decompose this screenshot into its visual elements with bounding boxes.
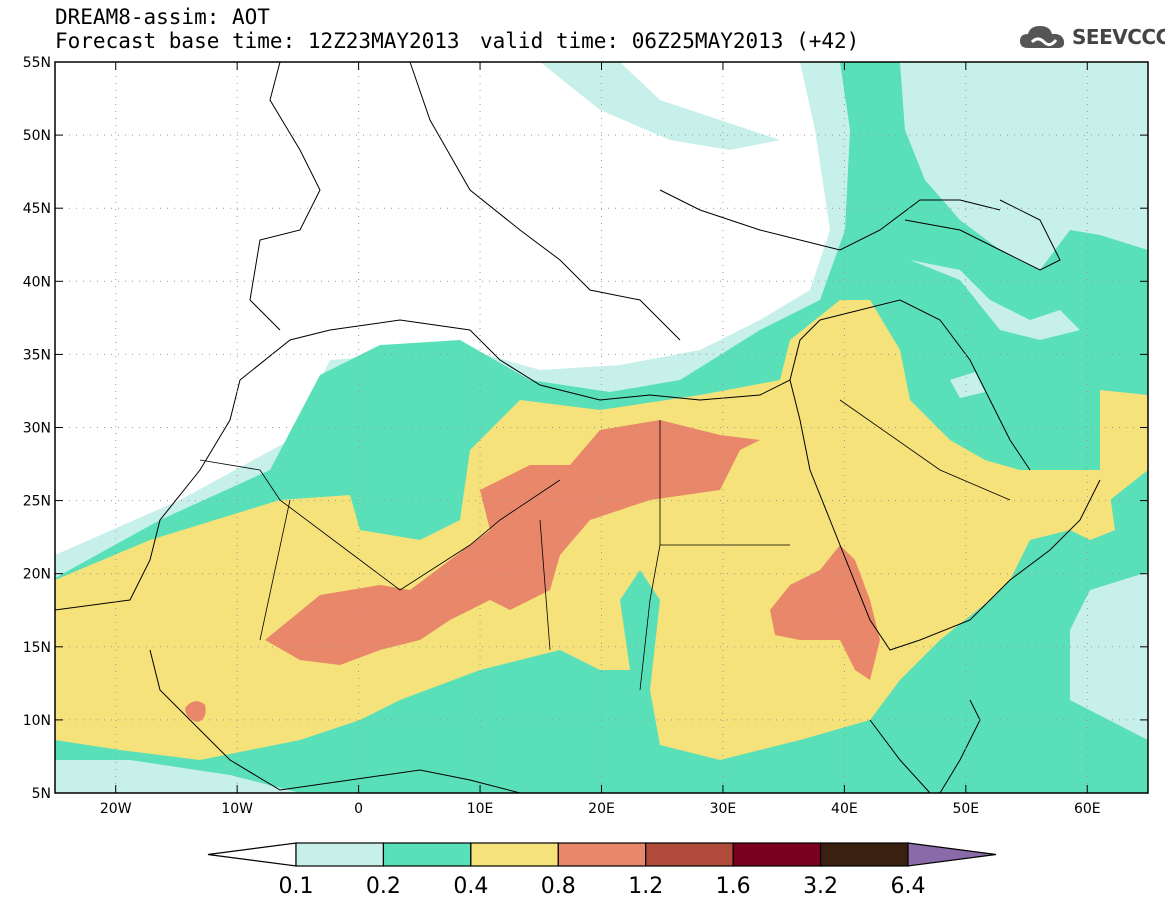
lon-tick-label: 50E bbox=[952, 801, 979, 817]
colorbar-label: 0.1 bbox=[279, 874, 314, 899]
logo-text: SEEVCCC bbox=[1072, 25, 1165, 49]
lat-tick-label: 5N bbox=[32, 786, 51, 802]
lon-tick-label: 20W bbox=[100, 801, 132, 817]
axis-ticks: 55N 50N 45N 40N 35N 30N 25N 20N 15N 10N 5N 20W 10W 0 1… bbox=[23, 55, 1148, 817]
colorbar-label: 6.4 bbox=[891, 874, 926, 899]
colorbar-upper-arrow bbox=[907, 842, 997, 867]
aot-class-0.4-0.8 bbox=[1040, 475, 1115, 540]
map-title: DREAM8-assim: AOT bbox=[55, 5, 270, 29]
grid-lines bbox=[55, 62, 1148, 793]
lon-tick-label: 10E bbox=[467, 801, 494, 817]
aot-class-0.8-1.2 bbox=[185, 701, 206, 722]
seevccc-logo: SEEVCCC bbox=[1018, 22, 1165, 52]
lat-tick-label: 30N bbox=[23, 421, 51, 437]
colorbar-box bbox=[732, 842, 822, 867]
colorbar-label: 3.2 bbox=[803, 874, 838, 899]
lat-tick-label: 50N bbox=[23, 128, 51, 144]
cloud-icon bbox=[1020, 26, 1065, 48]
country-borders bbox=[199, 399, 1011, 691]
colorbar-box bbox=[819, 842, 909, 867]
colorbar-label: 0.4 bbox=[453, 874, 488, 899]
colorbar-box bbox=[295, 842, 385, 867]
lon-tick-label: 0 bbox=[354, 801, 363, 817]
colorbar-box bbox=[557, 842, 647, 867]
lat-tick-label: 25N bbox=[23, 494, 51, 510]
aot-class-0.1-0.2 bbox=[540, 62, 780, 150]
lon-tick-label: 30E bbox=[710, 801, 737, 817]
lat-tick-label: 20N bbox=[23, 567, 51, 583]
colorbar-lower-arrow bbox=[207, 842, 297, 867]
lon-tick-label: 60E bbox=[1074, 801, 1101, 817]
lat-tick-label: 45N bbox=[23, 201, 51, 217]
aot-class-0.1-0.2 bbox=[950, 372, 985, 398]
lon-tick-label: 10W bbox=[221, 801, 253, 817]
colorbar-label: 0.2 bbox=[366, 874, 401, 899]
colorbar-box bbox=[382, 842, 472, 867]
valid-time: valid time: 06Z25MAY2013 (+42) bbox=[480, 29, 860, 53]
aot-class-0.1-0.2 bbox=[910, 260, 1080, 340]
forecast-base-time: Forecast base time: 12Z23MAY2013 bbox=[55, 29, 460, 53]
aot-class-0.8-1.2 bbox=[770, 545, 880, 680]
lat-tick-label: 10N bbox=[23, 713, 51, 729]
colorbar-box bbox=[470, 842, 559, 867]
colorbar-label: 1.2 bbox=[628, 874, 663, 899]
colorbar-label: 0.8 bbox=[541, 874, 576, 899]
colorbar-label: 1.6 bbox=[716, 874, 751, 899]
colorbar: 0.1 0.2 0.4 0.8 1.2 1.6 3.2 6.4 bbox=[207, 842, 997, 899]
aot-class-0.1-0.2 bbox=[55, 760, 300, 793]
colorbar-box bbox=[645, 842, 734, 867]
lon-tick-label: 40E bbox=[831, 801, 858, 817]
lat-tick-label: 55N bbox=[23, 55, 51, 71]
lat-tick-label: 15N bbox=[23, 640, 51, 656]
coastlines bbox=[55, 62, 1101, 793]
lat-tick-label: 35N bbox=[23, 347, 51, 363]
lat-tick-label: 40N bbox=[23, 274, 51, 290]
lon-tick-label: 20E bbox=[588, 801, 615, 817]
aot-class-0.8-1.2 bbox=[265, 420, 760, 665]
